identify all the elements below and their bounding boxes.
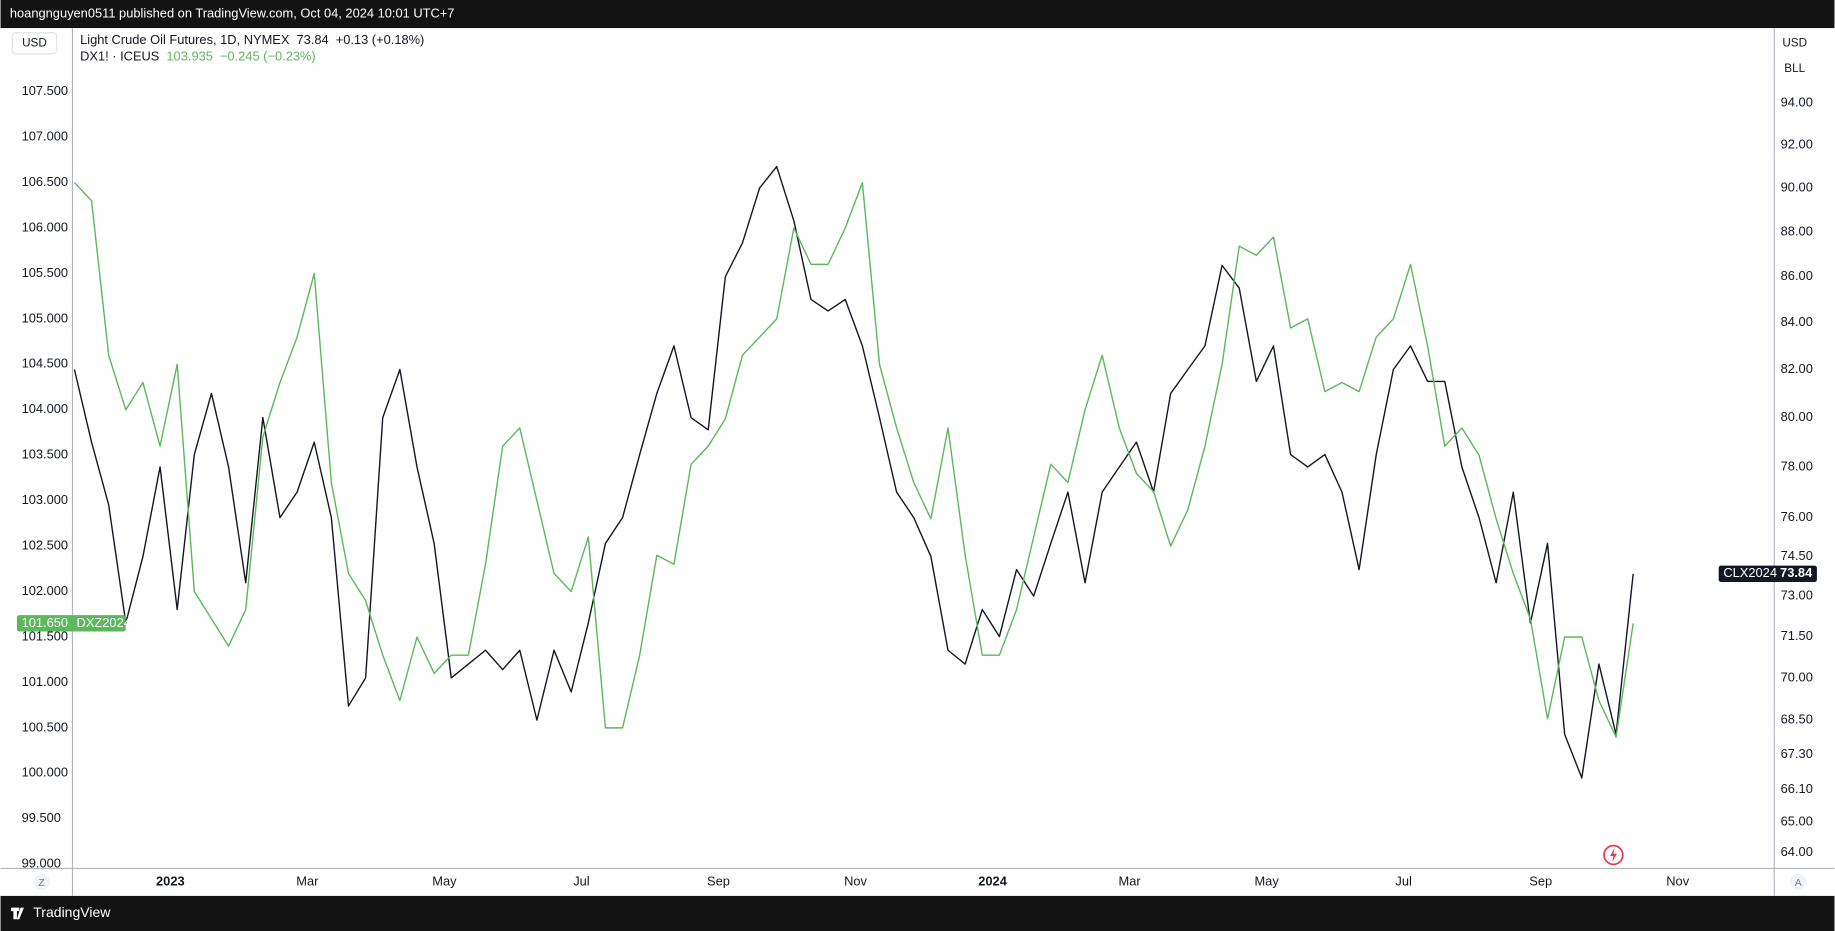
y-tick-label: 107.000 xyxy=(22,129,68,144)
badge-symbol: CLX2024 xyxy=(1723,565,1777,580)
y2-tick-label: 66.10 xyxy=(1781,781,1813,796)
header-bar xyxy=(0,0,1835,29)
icon-bolt[interactable] xyxy=(1609,847,1617,862)
y2-tick-label: 94.00 xyxy=(1781,95,1813,110)
y2-tick-label: 68.50 xyxy=(1781,712,1813,727)
y-tick-label: 105.000 xyxy=(22,310,68,325)
y-tick-label: 106.000 xyxy=(22,219,68,234)
y2-tick-label: 92.00 xyxy=(1781,137,1813,152)
left-corner[interactable]: Z xyxy=(38,877,45,889)
x-tick-label: Sep xyxy=(707,873,730,888)
x-tick-label: 2024 xyxy=(978,873,1007,888)
legend-value: 73.84 xyxy=(296,32,328,47)
price-badge xyxy=(16,615,126,632)
y2-tick-label: 76.00 xyxy=(1781,509,1813,524)
y-tick-label: 99.000 xyxy=(22,856,61,871)
x-tick-label: May xyxy=(432,873,457,888)
brand-text: TradingView xyxy=(33,904,111,920)
y2-tick-label: 88.00 xyxy=(1781,223,1813,238)
series-group xyxy=(73,181,1634,738)
y-tick-label: 103.000 xyxy=(22,492,68,507)
legend-change: +0.13 (+0.18%) xyxy=(336,32,425,47)
legend-entry: DX1! · ICEUS 103.935 −0.245 (−0.23%) xyxy=(80,49,316,64)
footer-bar xyxy=(0,895,1835,931)
price-badge xyxy=(1718,565,1817,582)
x-tick-label: Sep xyxy=(1529,873,1552,888)
badge-symbol: DXZ2024 xyxy=(77,615,131,630)
x-tick-label: Jul xyxy=(573,873,589,888)
y-tick-label: 99.500 xyxy=(22,810,61,825)
series-line xyxy=(73,181,1634,738)
x-tick-label: Jul xyxy=(1395,873,1411,888)
y-tick-label: 103.500 xyxy=(22,447,68,462)
y-tick-label: 105.500 xyxy=(22,265,68,280)
legend-entry: Light Crude Oil Futures, 1D, NYMEX 73.84 +… xyxy=(80,32,424,47)
y2-tick-label: 65.00 xyxy=(1781,814,1813,829)
legend-name: Light Crude Oil Futures, 1D, NYMEX xyxy=(80,32,290,47)
badge-value: 101.650 xyxy=(22,615,68,630)
y2-tick-label: 84.00 xyxy=(1781,314,1813,329)
replay-icon[interactable] xyxy=(1603,844,1624,866)
y2-tick-label: 64.00 xyxy=(1781,844,1813,859)
brand-logo xyxy=(11,907,24,920)
legend-value: 103.935 xyxy=(166,49,212,64)
y2-tick-label: 86.00 xyxy=(1781,268,1813,283)
legend-name: DX1! · ICEUS xyxy=(80,49,159,64)
y2-tick-label: 73.00 xyxy=(1781,587,1813,602)
legend-change: −0.245 (−0.23%) xyxy=(220,49,316,64)
y2-tick-label: 70.00 xyxy=(1781,669,1813,684)
header-text: hoangnguyen0511 published on TradingView… xyxy=(10,5,455,20)
x-tick-label: 2023 xyxy=(156,873,185,888)
series-group xyxy=(73,165,1634,779)
y-tick-label: 102.500 xyxy=(22,538,68,553)
right-currency: USD xyxy=(1782,36,1807,49)
icon-ring[interactable] xyxy=(1603,844,1624,866)
y2-tick-label: 90.00 xyxy=(1781,179,1813,194)
left-corner-button[interactable] xyxy=(33,873,50,891)
y2-tick-label: 80.00 xyxy=(1781,409,1813,424)
y-tick-label: 107.500 xyxy=(22,83,68,98)
y2-tick-label: 82.00 xyxy=(1781,361,1813,376)
x-tick-label: Nov xyxy=(844,873,867,888)
left-currency-box xyxy=(11,32,58,55)
y-tick-label: 101.500 xyxy=(22,628,68,643)
y2-tick-label: 71.50 xyxy=(1781,628,1813,643)
x-tick-label: Nov xyxy=(1666,873,1689,888)
y-tick-label: 101.000 xyxy=(22,674,68,689)
y-tick-label: 100.500 xyxy=(22,719,68,734)
x-tick-label: Mar xyxy=(296,873,319,888)
x-tick-label: May xyxy=(1254,873,1279,888)
left-currency: USD xyxy=(22,36,47,49)
badge-value: 73.84 xyxy=(1780,565,1813,580)
y2-tick-label: 78.00 xyxy=(1781,458,1813,473)
y-tick-label: 100.000 xyxy=(22,765,68,780)
x-tick-label: Mar xyxy=(1119,873,1142,888)
y-tick-label: 104.000 xyxy=(22,401,68,416)
right-unit: BLL xyxy=(1784,62,1805,75)
right-corner-button[interactable] xyxy=(1790,873,1807,891)
y2-tick-label: 67.30 xyxy=(1781,746,1813,761)
y2-tick-label: 74.50 xyxy=(1781,548,1813,563)
y-tick-label: 104.500 xyxy=(22,356,68,371)
right-corner[interactable]: A xyxy=(1795,877,1802,889)
y-tick-label: 102.000 xyxy=(22,583,68,598)
y-tick-label: 106.500 xyxy=(22,174,68,189)
series-line xyxy=(73,165,1634,779)
